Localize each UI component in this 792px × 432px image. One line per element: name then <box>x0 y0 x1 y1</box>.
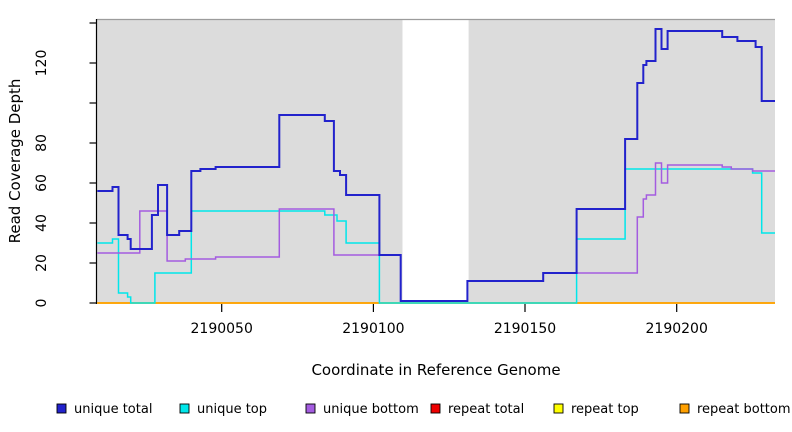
x-tick-label: 2190050 <box>191 321 253 337</box>
legend-swatch-repeat-bottom <box>679 403 690 414</box>
plot-background-region <box>97 20 403 303</box>
x-tick-label: 2190100 <box>342 321 404 337</box>
legend-label-unique-total: unique total <box>74 402 152 417</box>
series-line-unique-total <box>97 28 775 302</box>
legend-label-unique-bottom: unique bottom <box>323 402 419 417</box>
y-tick-label: 120 <box>34 50 50 77</box>
x-tick-label: 2190150 <box>494 321 556 337</box>
x-tick-label: 2190200 <box>646 321 708 337</box>
y-axis-title: Read Coverage Depth <box>6 78 24 244</box>
legend-swatch-unique-top <box>179 403 190 414</box>
legend-label-repeat-bottom: repeat bottom <box>697 402 791 417</box>
plot-background-region <box>468 20 775 303</box>
series-line-unique-bottom <box>97 162 775 302</box>
legend-swatch-repeat-total <box>430 403 441 414</box>
y-tick-label: 20 <box>34 254 50 272</box>
legend-swatch-repeat-top <box>553 403 564 414</box>
legend-swatch-unique-total <box>56 403 67 414</box>
legend-label-unique-top: unique top <box>197 402 267 417</box>
y-tick-label: 40 <box>34 214 50 232</box>
legend-label-repeat-top: repeat top <box>571 402 639 417</box>
legend-swatch-unique-bottom <box>305 403 316 414</box>
series-line-unique-top <box>97 168 775 304</box>
y-tick-label: 0 <box>34 299 50 308</box>
y-tick-label: 60 <box>34 174 50 192</box>
y-tick-label: 80 <box>34 134 50 152</box>
x-axis-title: Coordinate in Reference Genome <box>311 361 561 379</box>
legend-label-repeat-total: repeat total <box>448 402 524 417</box>
